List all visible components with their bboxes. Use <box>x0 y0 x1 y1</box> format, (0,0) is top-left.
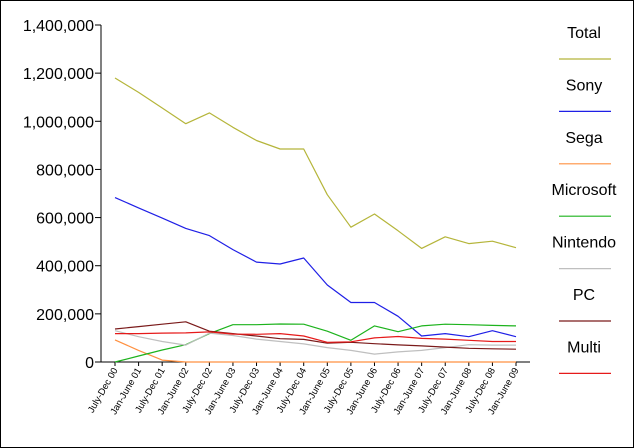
y-tick-label: 600,000 <box>36 211 94 228</box>
series-line-sony <box>114 197 517 338</box>
y-tick-label: 1,000,000 <box>23 114 94 131</box>
plot-axes <box>100 25 530 363</box>
legend-label-total: Total <box>567 25 601 42</box>
series-line-pc <box>114 321 517 350</box>
y-tick-label: 800,000 <box>36 162 94 179</box>
y-tick-label: 0 <box>85 355 94 372</box>
series-line-multi <box>115 331 516 343</box>
series-line-total <box>114 77 517 249</box>
legend: Total Sony Sega Microsoft Nintendo PC Multi <box>552 25 617 374</box>
legend-label-sega: Sega <box>565 130 602 147</box>
y-tick-label: 200,000 <box>36 307 94 324</box>
y-tick-label: 1,400,000 <box>23 18 94 35</box>
y-tick-label: 1,200,000 <box>23 66 94 83</box>
legend-label-sony: Sony <box>566 77 602 94</box>
y-axis-ticks: 0 200,000 400,000 600,000 800,000 1,000,000 1,… <box>23 18 101 372</box>
series-lines <box>114 77 517 363</box>
series-line-sega <box>114 339 516 363</box>
legend-label-microsoft: Microsoft <box>552 182 617 199</box>
series-line-microsoft <box>114 323 517 363</box>
y-tick-label: 400,000 <box>36 259 94 276</box>
legend-label-pc: PC <box>573 287 595 304</box>
legend-label-nintendo: Nintendo <box>552 235 616 252</box>
series-line-nintendo <box>114 330 516 355</box>
legend-label-multi: Multi <box>567 339 601 356</box>
